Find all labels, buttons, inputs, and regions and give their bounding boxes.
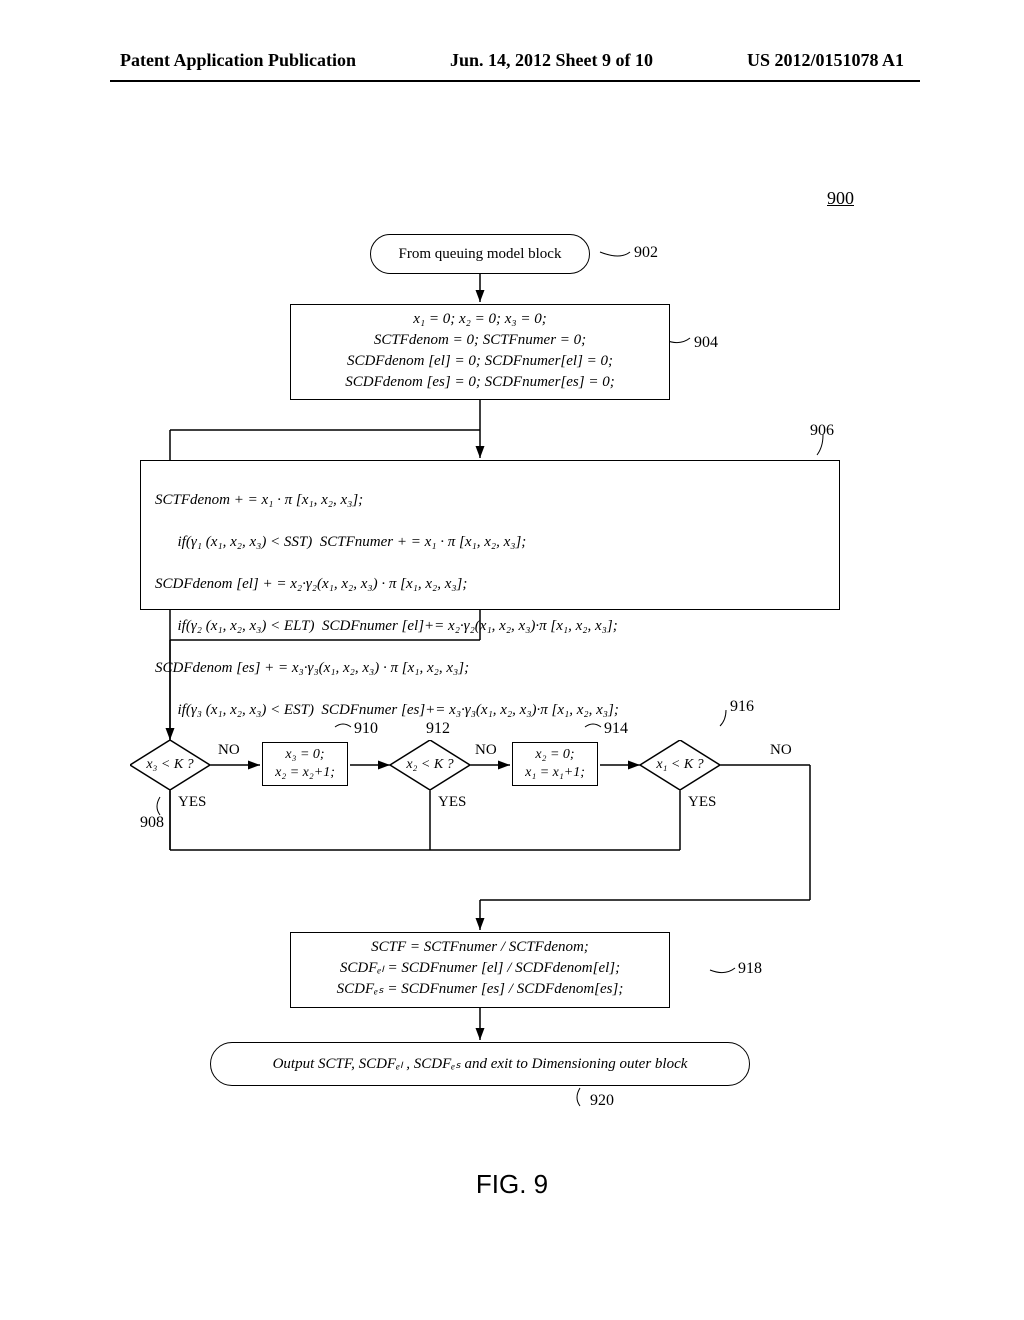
node-908-text: x₃ < K ? <box>146 757 193 773</box>
node-910: x₃ = 0; x₂ = x₂+1; <box>262 742 348 786</box>
node-914-l0: x₂ = 0; <box>518 746 592 764</box>
figure-title: FIG. 9 <box>0 1169 1024 1200</box>
ref-906: 906 <box>810 422 834 440</box>
node-910-l1: x₂ = x₂+1; <box>268 764 342 782</box>
node-904-l0: x₁ = 0; x₂ = 0; x₃ = 0; <box>299 309 661 330</box>
figure-reference: 900 <box>827 188 854 209</box>
yes-916: YES <box>688 794 716 811</box>
no-908: NO <box>218 742 240 759</box>
node-920-text: Output SCTF, SCDFₑₗ , SCDFₑₛ and exit to… <box>273 1056 688 1072</box>
ref-902: 902 <box>634 244 658 262</box>
ref-910: 910 <box>354 720 378 738</box>
node-906-l5: if(γ₃ (x₁, x₂, x₃) < EST) SCDFnumer [es]… <box>155 700 825 721</box>
node-914: x₂ = 0; x₁ = x₁+1; <box>512 742 598 786</box>
node-914-l1: x₁ = x₁+1; <box>518 764 592 782</box>
header-rule <box>110 80 920 82</box>
ref-904: 904 <box>694 334 718 352</box>
node-904: x₁ = 0; x₂ = 0; x₃ = 0; SCTFdenom = 0; S… <box>290 304 670 400</box>
node-906: SCTFdenom + = x₁ · π [x₁, x₂, x₃]; if(γ₁… <box>140 460 840 610</box>
node-906-l1: if(γ₁ (x₁, x₂, x₃) < SST) SCTFnumer + = … <box>155 532 825 553</box>
node-918-l1: SCDFₑₗ = SCDFnumer [el] / SCDFdenom[el]; <box>299 958 661 979</box>
node-918-l0: SCTF = SCTFnumer / SCTFdenom; <box>299 937 661 958</box>
header-right: US 2012/0151078 A1 <box>747 50 904 71</box>
ref-920: 920 <box>590 1092 614 1110</box>
node-906-l2: SCDFdenom [el] + = x₂·γ₂(x₁, x₂, x₃) · π… <box>155 574 825 595</box>
node-906-l3: if(γ₂ (x₁, x₂, x₃) < ELT) SCDFnumer [el]… <box>155 616 825 637</box>
node-902-text: From queuing model block <box>399 246 562 262</box>
ref-916: 916 <box>730 698 754 716</box>
ref-918: 918 <box>738 960 762 978</box>
node-906-l0: SCTFdenom + = x₁ · π [x₁, x₂, x₃]; <box>155 490 825 511</box>
node-918: SCTF = SCTFnumer / SCTFdenom; SCDFₑₗ = S… <box>290 932 670 1008</box>
node-906-l4: SCDFdenom [es] + = x₃·γ₃(x₁, x₂, x₃) · π… <box>155 658 825 679</box>
yes-912: YES <box>438 794 466 811</box>
node-910-l0: x₃ = 0; <box>268 746 342 764</box>
node-904-l3: SCDFdenom [es] = 0; SCDFnumer[es] = 0; <box>299 372 661 393</box>
flowchart-900: From queuing model block 902 x₁ = 0; x₂ … <box>110 230 920 1190</box>
node-904-l2: SCDFdenom [el] = 0; SCDFnumer[el] = 0; <box>299 351 661 372</box>
node-918-l2: SCDFₑₛ = SCDFnumer [es] / SCDFdenom[es]; <box>299 979 661 1000</box>
header-center: Jun. 14, 2012 Sheet 9 of 10 <box>450 50 653 71</box>
page-header: Patent Application Publication Jun. 14, … <box>0 50 1024 71</box>
node-912-text: x₂ < K ? <box>406 757 453 773</box>
ref-912: 912 <box>426 720 450 738</box>
yes-908: YES <box>178 794 206 811</box>
ref-908: 908 <box>140 814 164 832</box>
node-908: x₃ < K ? <box>130 740 210 790</box>
no-912: NO <box>475 742 497 759</box>
no-916: NO <box>770 742 792 759</box>
node-904-l1: SCTFdenom = 0; SCTFnumer = 0; <box>299 330 661 351</box>
node-916-text: x₁ < K ? <box>656 757 703 773</box>
node-902: From queuing model block <box>370 234 590 274</box>
node-920: Output SCTF, SCDFₑₗ , SCDFₑₛ and exit to… <box>210 1042 750 1086</box>
node-916: x₁ < K ? <box>640 740 720 790</box>
node-912: x₂ < K ? <box>390 740 470 790</box>
header-left: Patent Application Publication <box>120 50 356 71</box>
ref-914: 914 <box>604 720 628 738</box>
